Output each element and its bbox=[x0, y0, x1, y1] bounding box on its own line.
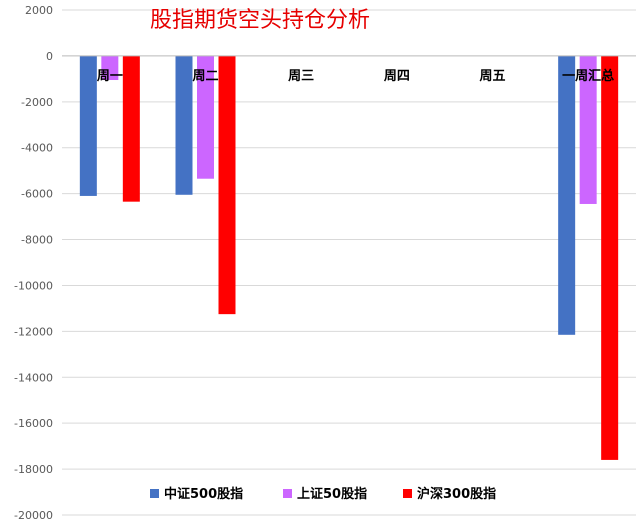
category-label: 周三 bbox=[288, 69, 314, 84]
legend-label: 上证50股指 bbox=[297, 486, 367, 502]
bar bbox=[197, 55, 214, 179]
legend-swatch bbox=[150, 489, 159, 498]
y-axis-ticks: 2000 0 -2000 -4000 -6000 -8000 -10000 -12000 -14… bbox=[14, 4, 53, 519]
y-tick-label: 2000 bbox=[25, 4, 53, 17]
y-tick-label: -8000 bbox=[21, 234, 53, 247]
bar bbox=[175, 55, 193, 195]
gridlines bbox=[62, 9, 636, 516]
bar bbox=[601, 55, 619, 460]
bar bbox=[218, 55, 236, 315]
category-label: 周四 bbox=[384, 69, 410, 84]
bars bbox=[79, 55, 619, 460]
bar bbox=[79, 55, 97, 196]
legend: 中证500股指 上证50股指 沪深300股指 bbox=[150, 486, 496, 502]
y-tick-label: -10000 bbox=[14, 279, 53, 292]
y-tick-label: -6000 bbox=[21, 188, 53, 201]
y-tick-label: -18000 bbox=[14, 463, 53, 476]
legend-label: 中证500股指 bbox=[164, 486, 243, 502]
category-labels: 周一 周二 周三 周四 周五 一周汇总 bbox=[97, 68, 614, 84]
y-tick-label: 0 bbox=[46, 50, 53, 63]
y-tick-label: -14000 bbox=[14, 371, 53, 384]
category-label: 一周汇总 bbox=[562, 68, 614, 84]
category-label: 周一 bbox=[97, 69, 123, 84]
legend-swatch bbox=[403, 489, 412, 498]
bar bbox=[579, 55, 597, 204]
y-tick-label: -2000 bbox=[21, 96, 53, 109]
y-tick-label: -4000 bbox=[21, 142, 53, 155]
bar bbox=[122, 55, 140, 202]
bar bbox=[558, 55, 576, 335]
bar bbox=[101, 55, 119, 81]
legend-swatch bbox=[283, 489, 292, 498]
chart-title: 股指期货空头持仓分析 bbox=[150, 8, 370, 33]
category-label: 周二 bbox=[192, 69, 218, 84]
y-tick-label: -20000 bbox=[14, 509, 53, 519]
y-tick-label: -12000 bbox=[14, 325, 53, 338]
category-label: 周五 bbox=[479, 69, 505, 84]
legend-label: 沪深300股指 bbox=[417, 486, 496, 502]
y-tick-label: -16000 bbox=[14, 417, 53, 430]
